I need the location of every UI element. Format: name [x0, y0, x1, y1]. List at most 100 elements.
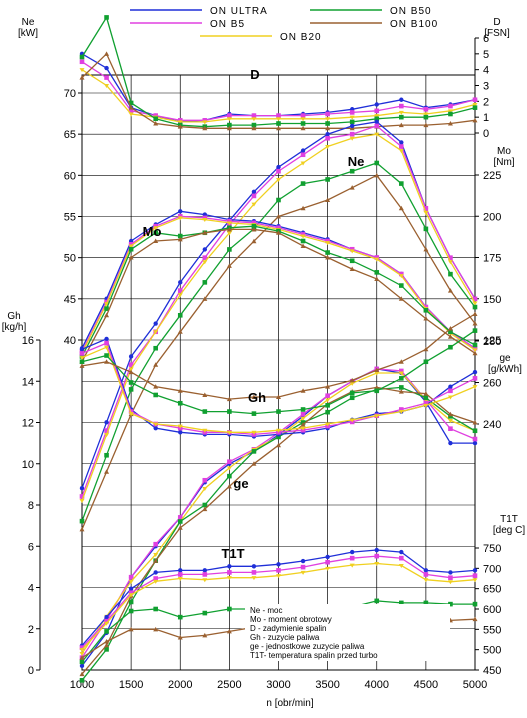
- y-tick-label-Ne: 55: [64, 212, 76, 224]
- data-point: [79, 671, 85, 677]
- data-point: [300, 205, 306, 211]
- data-point: [472, 568, 478, 573]
- data-point: [153, 422, 159, 427]
- data-point: [325, 241, 331, 246]
- data-point: [153, 626, 159, 632]
- data-point: [374, 255, 380, 260]
- y-tick-label-Ne: 70: [64, 88, 76, 100]
- data-point: [300, 388, 306, 393]
- data-point: [423, 572, 429, 577]
- data-point: [153, 384, 159, 389]
- data-point: [448, 388, 453, 394]
- data-point: [423, 112, 429, 117]
- data-point: [448, 344, 453, 350]
- data-point: [79, 494, 85, 499]
- data-point: [79, 678, 85, 683]
- data-point: [251, 220, 257, 226]
- data-point: [251, 411, 257, 416]
- data-point: [276, 562, 281, 567]
- data-point: [423, 359, 429, 365]
- data-point: [251, 430, 257, 435]
- series-Gh-3: [79, 385, 478, 683]
- data-point: [472, 420, 478, 425]
- data-point: [104, 621, 110, 626]
- data-point: [399, 181, 404, 186]
- data-point: [374, 371, 380, 376]
- series-Mo-4: [79, 226, 478, 364]
- data-point: [104, 469, 110, 474]
- y-axis-unit-ge: [g/kWh]: [488, 364, 522, 375]
- data-point: [349, 418, 355, 423]
- data-point: [398, 371, 404, 376]
- data-point: [448, 575, 453, 580]
- data-point: [177, 525, 183, 530]
- data-point: [325, 393, 330, 398]
- data-point: [104, 647, 109, 652]
- y-tick-label-Ne: 40: [64, 335, 76, 347]
- data-point: [374, 414, 380, 419]
- data-point: [251, 394, 257, 400]
- data-point: [79, 359, 85, 365]
- data-point: [472, 436, 478, 442]
- data-point: [79, 347, 85, 352]
- data-point: [251, 461, 257, 466]
- data-point: [104, 340, 109, 346]
- data-point: [349, 377, 355, 383]
- data-point: [128, 244, 134, 249]
- y-tick-label-Gh: 2: [28, 624, 34, 636]
- data-point: [177, 288, 183, 293]
- data-point: [448, 103, 453, 109]
- y-axis-unit-D: [FSN]: [484, 28, 510, 39]
- data-point: [374, 270, 380, 275]
- data-point: [399, 407, 404, 412]
- data-point: [104, 614, 109, 620]
- data-point: [177, 519, 183, 524]
- data-point: [128, 242, 134, 247]
- notes-box: [245, 604, 450, 661]
- data-point: [226, 117, 232, 122]
- data-point: [300, 411, 306, 417]
- data-point: [325, 135, 330, 141]
- data-point: [104, 452, 109, 458]
- data-point: [374, 388, 380, 394]
- data-point: [399, 97, 404, 102]
- data-point: [79, 75, 85, 80]
- data-point: [227, 473, 232, 479]
- x-tick-label: 4000: [365, 679, 389, 691]
- data-point: [177, 313, 183, 318]
- data-point: [276, 113, 281, 118]
- data-point: [448, 329, 453, 335]
- data-point: [349, 246, 355, 252]
- data-point: [177, 388, 183, 393]
- data-point: [325, 145, 331, 150]
- data-point: [300, 148, 306, 153]
- data-point: [423, 304, 429, 310]
- data-point: [325, 197, 331, 203]
- y-axis-title-Mo: Mo: [497, 146, 511, 157]
- data-point: [178, 430, 183, 435]
- data-point: [227, 247, 232, 252]
- y-tick-label-T1T: 700: [483, 563, 501, 575]
- data-point: [374, 172, 380, 178]
- data-point: [423, 246, 429, 252]
- y-tick-label-Gh: 8: [28, 500, 34, 512]
- data-point: [276, 177, 281, 182]
- note-line: T1T- temperatura spalin przed turbo: [250, 651, 378, 660]
- data-point: [349, 131, 355, 137]
- data-point: [448, 601, 453, 607]
- data-point: [349, 563, 355, 568]
- data-point: [153, 558, 159, 563]
- data-point: [374, 598, 380, 604]
- data-point: [104, 75, 109, 80]
- data-point: [325, 111, 330, 117]
- data-point: [349, 185, 355, 190]
- data-point: [202, 506, 208, 512]
- y-tick-label-T1T: 650: [483, 584, 501, 596]
- data-point: [374, 114, 380, 119]
- data-point: [104, 359, 110, 364]
- data-point: [349, 119, 355, 125]
- series-ge-2: [79, 345, 478, 435]
- data-point: [374, 102, 379, 107]
- series-lines: [79, 15, 478, 683]
- data-point: [300, 121, 306, 126]
